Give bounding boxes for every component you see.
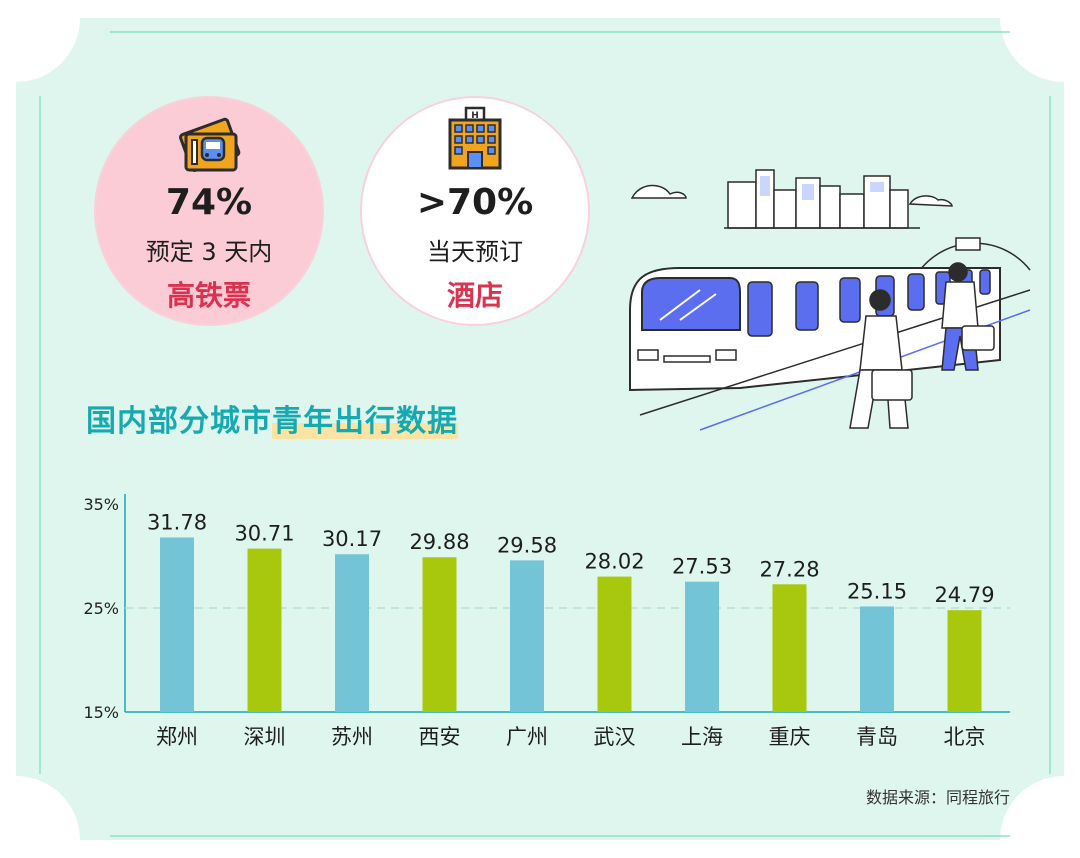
- bar: [860, 606, 894, 712]
- x-category-label: 苏州: [331, 725, 373, 749]
- x-category-label: 上海: [681, 725, 723, 749]
- x-category-label: 西安: [419, 725, 461, 749]
- train-station-illustration: [629, 169, 1031, 431]
- bar: [247, 548, 282, 712]
- bar-value-label: 25.15: [847, 579, 907, 603]
- bar-value-label: 27.53: [672, 555, 732, 579]
- bar: [335, 554, 369, 712]
- section-title: 国内部分城市青年出行数据: [86, 396, 458, 440]
- bar-value-label: 30.17: [322, 527, 382, 551]
- x-category-label: 广州: [506, 725, 548, 749]
- y-tick-label: 25%: [83, 599, 119, 618]
- x-category-label: 武汉: [594, 725, 636, 749]
- x-category-label: 北京: [944, 725, 986, 749]
- bar: [510, 560, 544, 712]
- y-tick-label: 15%: [83, 703, 119, 722]
- x-category-label: 郑州: [156, 725, 198, 749]
- bar-value-label: 24.79: [934, 583, 994, 607]
- bar: [597, 576, 632, 712]
- bar: [422, 557, 457, 712]
- bar-value-label: 31.78: [147, 510, 207, 534]
- stat-hotel-value: >70%: [416, 182, 534, 223]
- x-category-label: 青岛: [856, 725, 898, 749]
- bar-value-label: 27.28: [759, 557, 819, 581]
- section-title-main: 国内部分城市: [86, 404, 272, 439]
- data-source: 数据来源：同程旅行: [865, 788, 1010, 807]
- stat-train-desc: 预定 3 天内: [145, 238, 273, 266]
- y-tick-label: 35%: [83, 495, 119, 514]
- x-category-label: 深圳: [244, 725, 286, 749]
- stat-train-value: 74%: [165, 182, 253, 223]
- stat-hotel-desc: 当天预订: [427, 238, 523, 266]
- section-title-highlight: 青年出行数据: [272, 404, 458, 439]
- bar: [160, 537, 194, 712]
- bar-value-label: 29.58: [497, 533, 557, 557]
- bar: [772, 584, 807, 712]
- hotel-icon: H: [448, 106, 502, 170]
- bar-value-label: 30.71: [234, 522, 294, 546]
- bar-value-label: 28.02: [584, 550, 644, 574]
- traveler-man-icon: [941, 262, 995, 371]
- traveler-woman-icon: [849, 289, 913, 429]
- train-ticket-icon: [179, 117, 241, 172]
- stat-hotel-label: 酒店: [446, 279, 503, 312]
- stat-train-label: 高铁票: [166, 279, 251, 312]
- svg-text:H: H: [471, 111, 479, 121]
- bar: [685, 581, 719, 712]
- stat-hotel-circle: H >70% 当天预订 酒店: [360, 96, 590, 326]
- stat-train-circle: 74% 预定 3 天内 高铁票: [94, 96, 324, 326]
- city-skyline-icon: [630, 169, 953, 229]
- bar-value-label: 29.88: [409, 530, 469, 554]
- bar: [947, 610, 982, 712]
- x-category-label: 重庆: [769, 725, 811, 749]
